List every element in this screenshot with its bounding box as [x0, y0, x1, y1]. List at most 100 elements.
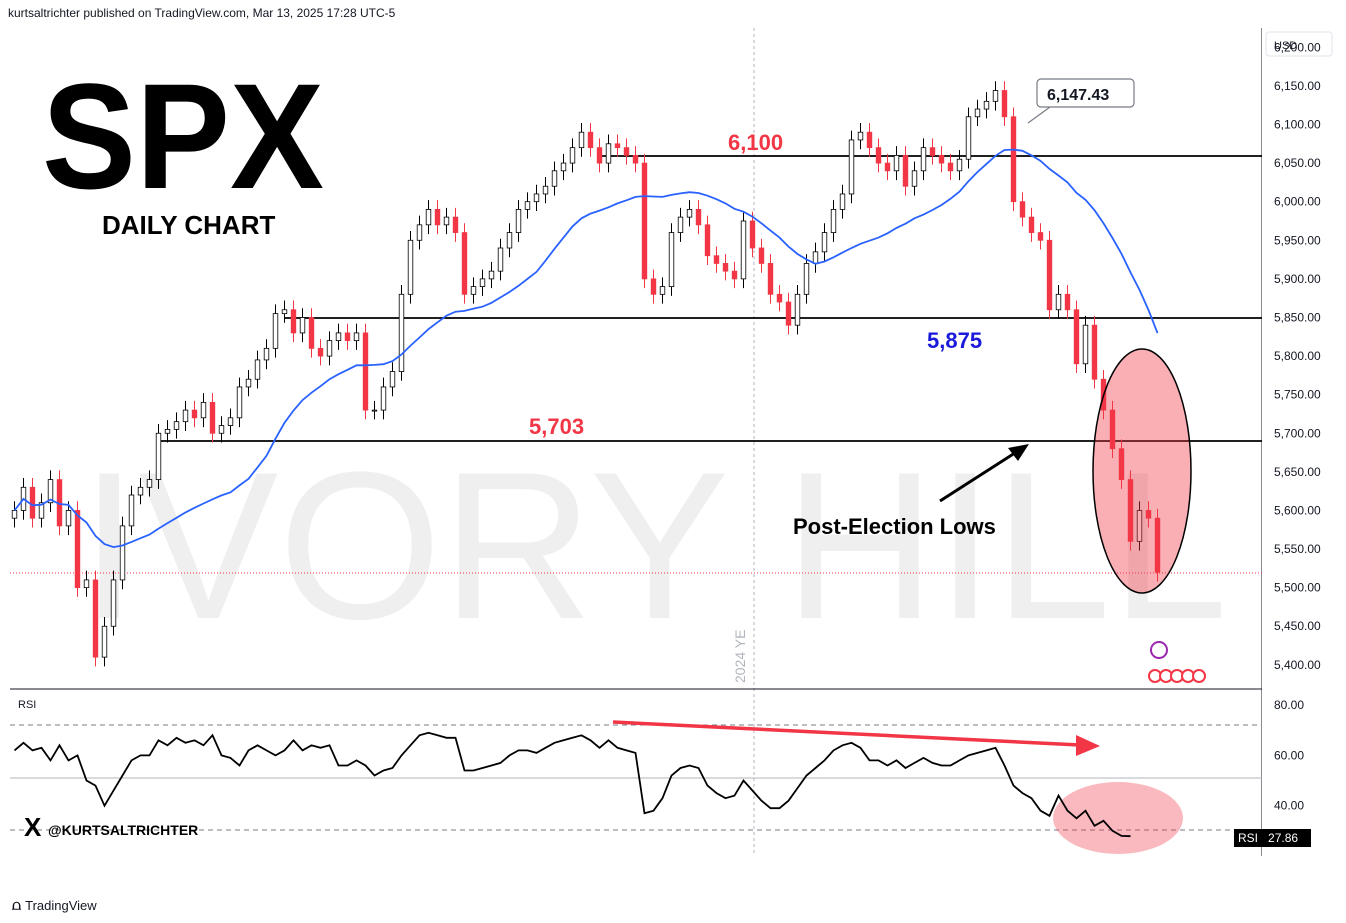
- candle-body: [839, 193, 846, 210]
- handle-label: @KURTSALTRICHTER: [48, 822, 198, 838]
- rsi-divergence-arrow: [612, 720, 1081, 747]
- candle-body: [1127, 479, 1134, 542]
- y-axis-ticks: 6,200.00 6,150.00 6,100.00 6,050.00 6,000.00…: [1274, 40, 1321, 672]
- candle-body: [956, 158, 963, 172]
- y-tick-label: 5,700.00: [1274, 426, 1321, 440]
- candle-body: [344, 332, 351, 342]
- candle-body: [1037, 232, 1044, 241]
- candle-body: [1091, 324, 1098, 380]
- candle-body: [416, 224, 423, 241]
- candle-body: [515, 209, 522, 233]
- candle-body: [569, 147, 576, 164]
- price-axis: USD 6,200.00 6,150.00 6,100.00 6,050.00 6,00…: [1265, 31, 1333, 813]
- candle-body: [479, 278, 486, 287]
- candle-body: [308, 317, 315, 349]
- lightning-icon: [1150, 641, 1168, 659]
- candle-body: [371, 409, 378, 412]
- y-tick-label: 5,900.00: [1274, 272, 1321, 286]
- candle-body: [506, 232, 513, 249]
- y-tick-label: 6,050.00: [1274, 156, 1321, 170]
- year-end-label: 2024 YE: [732, 630, 748, 683]
- candle-body: [767, 263, 774, 295]
- candle-body: [128, 494, 135, 527]
- candle-body: [812, 251, 819, 264]
- candles-group: [11, 81, 1161, 667]
- candle-body: [1082, 324, 1089, 365]
- post-election-arrow: [939, 449, 1019, 503]
- candle-body: [704, 224, 711, 257]
- y-tick-label: 5,950.00: [1274, 233, 1321, 247]
- candle-body: [101, 625, 108, 658]
- candle-body: [749, 220, 756, 249]
- chart-subtitle: DAILY CHART: [102, 210, 275, 240]
- y-tick-label: 5,650.00: [1274, 465, 1321, 479]
- candle-body: [38, 502, 45, 519]
- candle-body: [947, 162, 954, 172]
- candle-body: [533, 193, 540, 203]
- candle-body: [1028, 216, 1035, 233]
- x-logo-icon: X: [24, 812, 42, 842]
- candle-body: [740, 220, 747, 280]
- candle-body: [119, 525, 126, 581]
- y-tick-label: 6,000.00: [1274, 195, 1321, 209]
- candle-body: [695, 209, 702, 226]
- candle-body: [857, 131, 864, 141]
- candle-body: [65, 510, 72, 527]
- candle-body: [830, 209, 837, 233]
- candle-body: [461, 232, 468, 295]
- handle-badge: X @KURTSALTRICHTER: [24, 812, 198, 842]
- candle-body: [245, 378, 252, 388]
- publish-line: kurtsaltrichter published on TradingView…: [8, 6, 396, 20]
- candle-body: [272, 313, 279, 349]
- candle-body: [254, 359, 261, 380]
- rsi-tick-label: 40.00: [1274, 799, 1304, 813]
- candle-body: [524, 201, 531, 210]
- lows-highlight-ellipse: [1092, 348, 1192, 594]
- candle-body: [497, 247, 504, 272]
- candle-body: [11, 510, 18, 519]
- candle-body: [263, 347, 270, 361]
- candle-body: [137, 486, 144, 496]
- level-6100-label: 6,100: [728, 130, 783, 155]
- rsi-current-value: 27.86: [1268, 831, 1299, 845]
- candle-body: [866, 131, 873, 149]
- y-tick-label: 5,800.00: [1274, 349, 1321, 363]
- ivory-hill-watermark: IVORY HILL: [80, 428, 1228, 663]
- candle-body: [884, 162, 891, 172]
- moving-average-line: [13, 148, 1159, 549]
- candle-body: [83, 579, 90, 589]
- candle-body: [605, 143, 612, 164]
- candle-body: [893, 154, 900, 172]
- y-tick-label: 5,450.00: [1274, 619, 1321, 633]
- candle-body: [803, 263, 810, 295]
- currency-label: USD: [1274, 40, 1297, 52]
- peak-callout: 6,147.43: [1027, 78, 1135, 124]
- candle-body: [650, 278, 657, 295]
- candle-body: [587, 131, 594, 149]
- candle-body: [974, 108, 981, 118]
- candle-body: [47, 479, 54, 504]
- spx-chart[interactable]: IVORY HILL 2024 YE 6,100 5,875 5,703 6,1…: [10, 28, 1262, 856]
- candle-body: [623, 147, 630, 156]
- candle-body: [1109, 409, 1116, 450]
- candle-body: [389, 371, 396, 388]
- rsi-current-badge: RSI 27.86: [1234, 829, 1311, 847]
- candle-body: [425, 209, 432, 226]
- candle-body: [632, 154, 639, 164]
- candle-body: [317, 347, 324, 357]
- candle-body: [686, 209, 693, 218]
- candle-body: [182, 409, 189, 423]
- candle-body: [1136, 510, 1143, 542]
- candle-body: [290, 309, 297, 334]
- candle-body: [398, 293, 405, 372]
- candle-body: [326, 340, 333, 357]
- candle-body: [380, 386, 387, 411]
- candle-body: [488, 270, 495, 280]
- candle-body: [452, 216, 459, 233]
- arrowhead-icon: [1076, 735, 1100, 756]
- candle-body: [1145, 510, 1152, 519]
- candle-body: [407, 239, 414, 295]
- candle-body: [92, 579, 99, 658]
- y-tick-label: 5,500.00: [1274, 581, 1321, 595]
- rsi-tick-label: 80.00: [1274, 698, 1304, 712]
